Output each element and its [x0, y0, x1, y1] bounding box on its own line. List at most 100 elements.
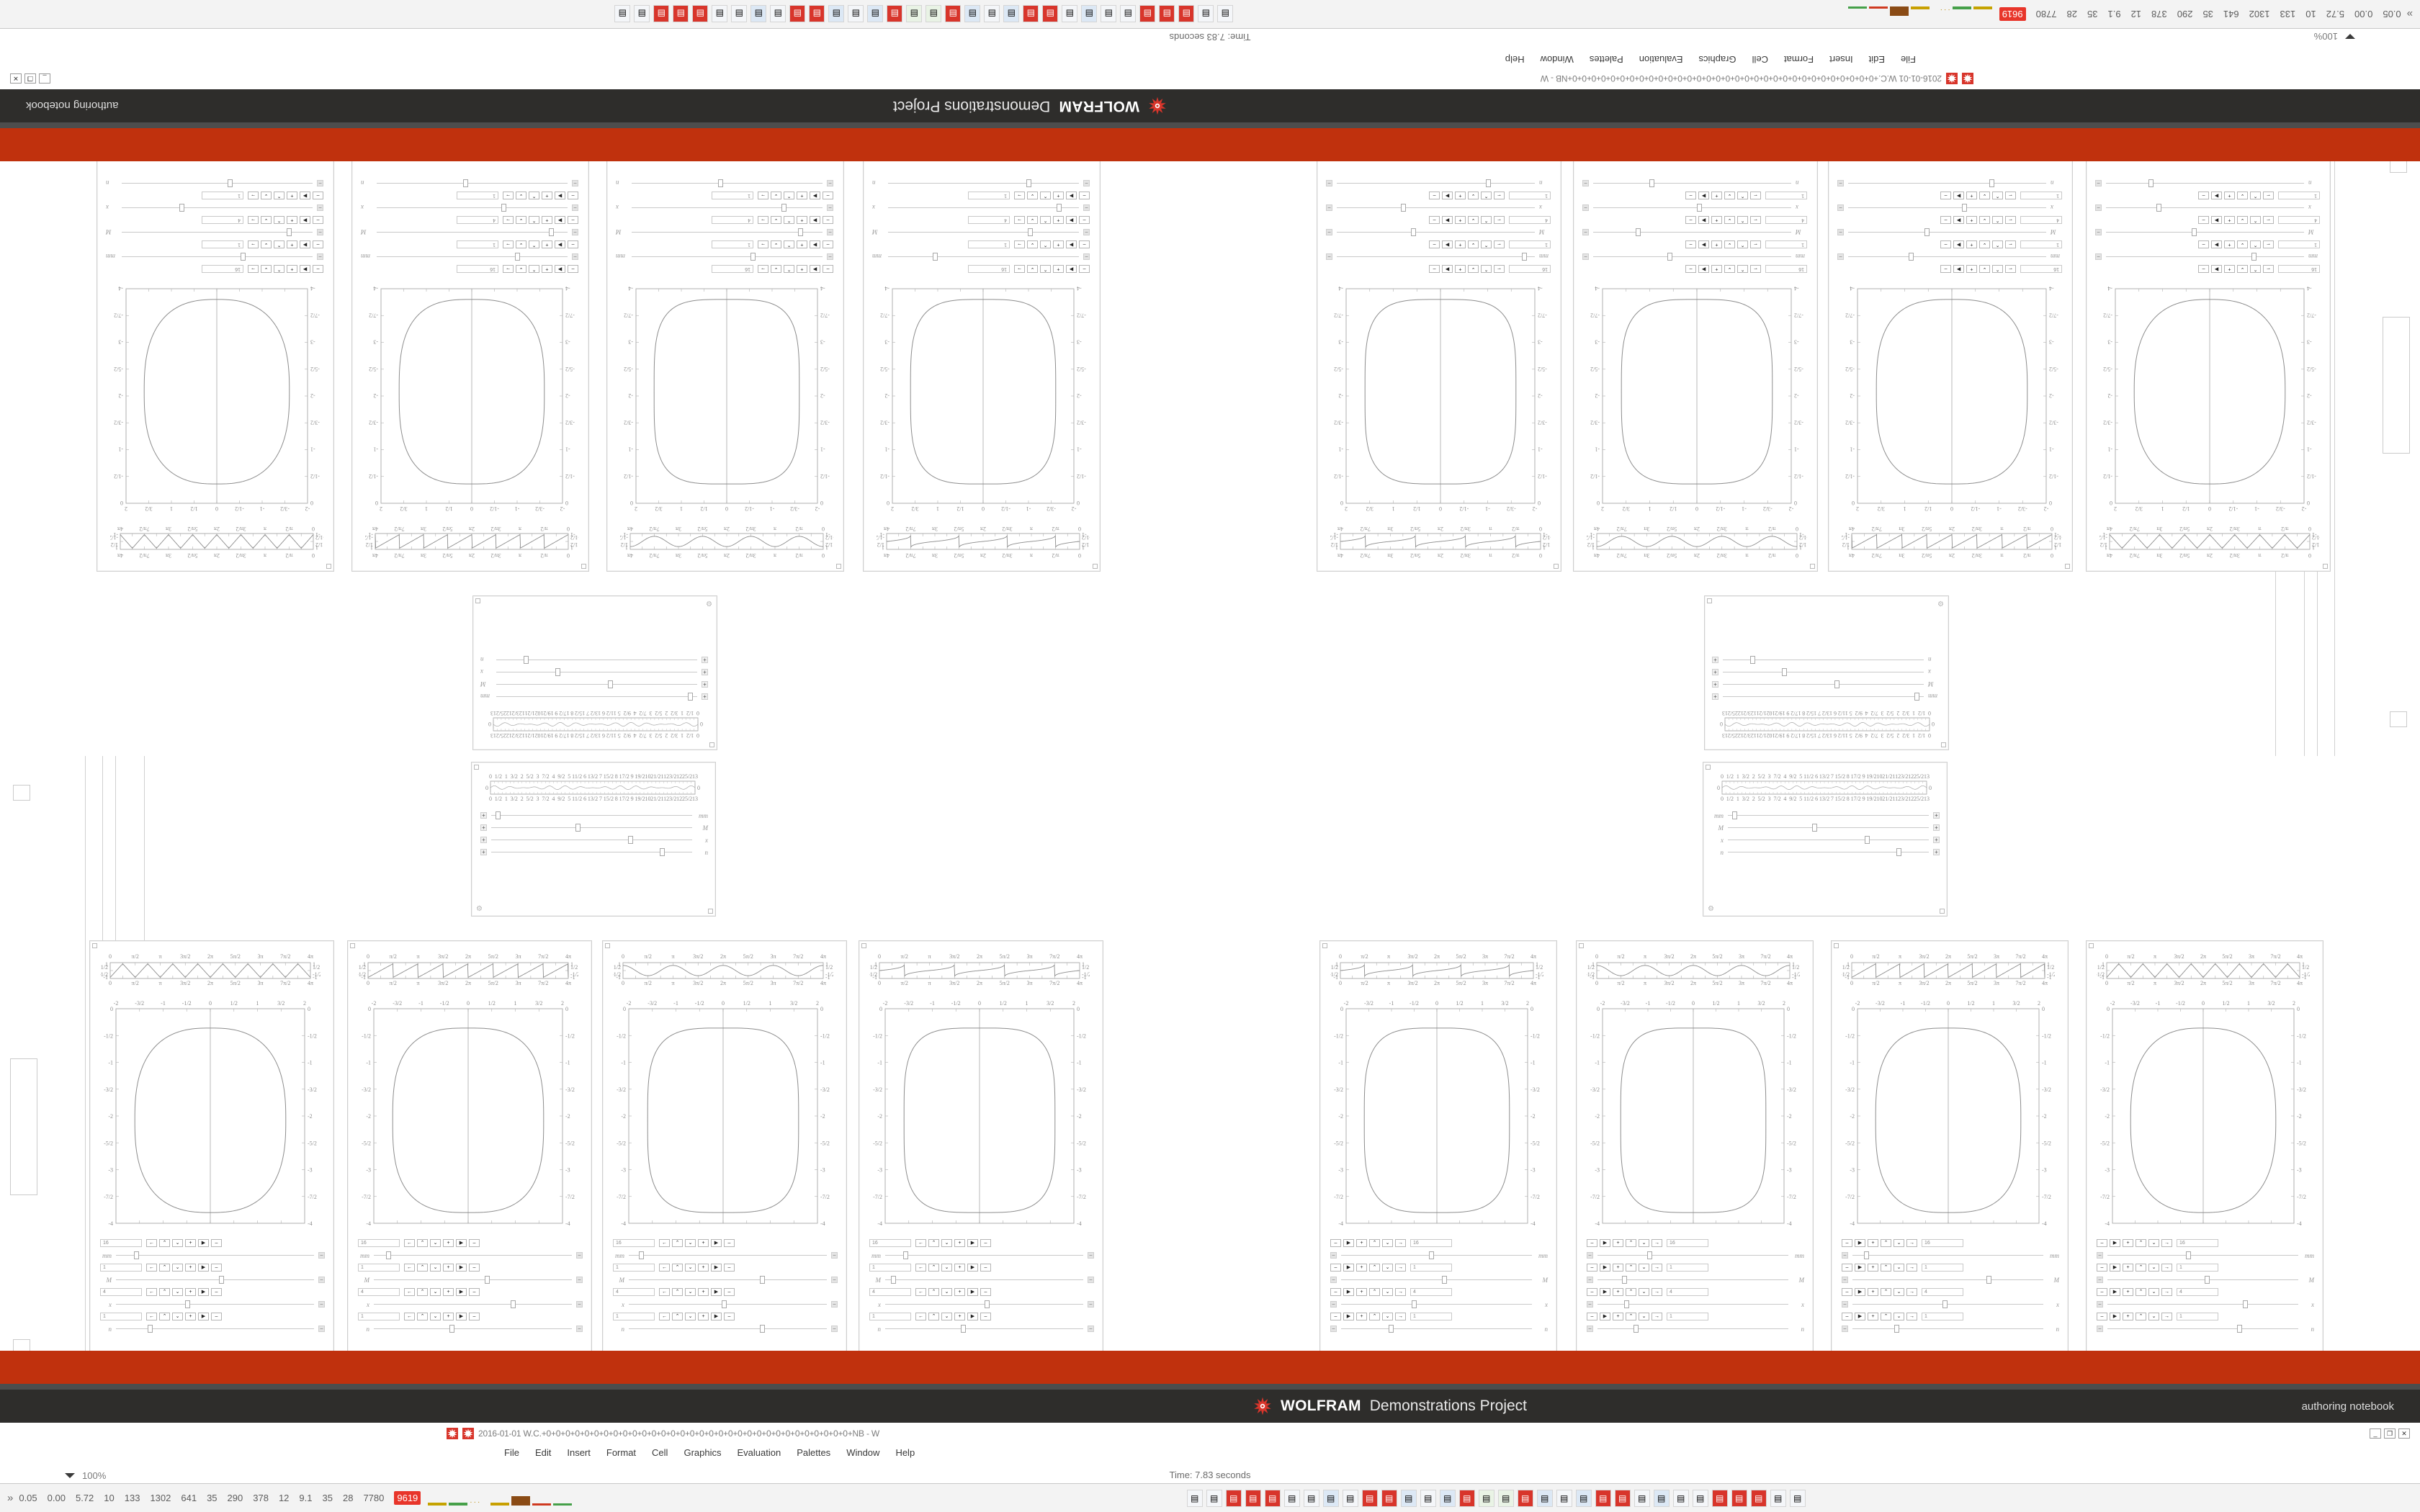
plus-icon[interactable]: +	[2123, 1239, 2133, 1247]
slider-collapse-toggle[interactable]: –	[317, 253, 323, 260]
control-value-field[interactable]: 16	[1410, 1239, 1452, 1247]
expand-control-icon[interactable]: +	[1933, 824, 1940, 831]
panel-handle-br[interactable]	[708, 909, 713, 914]
minus-icon[interactable]: –	[1940, 240, 1951, 248]
control-slider[interactable]	[1848, 204, 2046, 212]
scroll-up-button[interactable]	[2390, 711, 2407, 727]
chevrons-up-icon[interactable]: ⌃	[1992, 216, 2003, 224]
chevrons-down-icon[interactable]: ⌄	[516, 265, 526, 273]
play-icon[interactable]: ▶	[1698, 265, 1709, 273]
chevrons-up-icon[interactable]: ⌃	[1481, 265, 1492, 273]
control-slider[interactable]	[888, 253, 1079, 261]
control-slider[interactable]	[632, 179, 823, 187]
chevrons-up-icon[interactable]: ⌃	[1737, 216, 1748, 224]
slider-knob[interactable]	[639, 1251, 644, 1259]
slider-collapse-toggle[interactable]: –	[572, 180, 578, 186]
chevrons-down-icon[interactable]: ⌄	[172, 1264, 183, 1272]
control-value-field[interactable]: 1	[457, 192, 498, 199]
minus-icon[interactable]: –	[1940, 265, 1951, 273]
plus-icon[interactable]: +	[1356, 1313, 1367, 1320]
control-slider[interactable]	[1597, 1251, 1788, 1259]
slider-knob[interactable]	[1942, 1300, 1948, 1308]
slider-knob[interactable]	[718, 179, 723, 187]
chevrons-down-icon[interactable]: ⌄	[1468, 240, 1479, 248]
plus-icon[interactable]: +	[185, 1288, 196, 1296]
plus-icon[interactable]: +	[443, 1264, 454, 1272]
slider-collapse-toggle[interactable]: –	[1326, 180, 1332, 186]
notebook-icon[interactable]: ▤	[614, 6, 630, 23]
slider-collapse-toggle[interactable]: –	[1083, 204, 1090, 211]
minus-icon[interactable]: –	[2097, 1288, 2107, 1296]
chevrons-down-icon[interactable]: ⌄	[771, 240, 781, 248]
slider-collapse-toggle[interactable]: –	[827, 229, 833, 235]
slider-knob[interactable]	[1647, 1251, 1652, 1259]
minus-icon[interactable]: –	[469, 1288, 480, 1296]
arrow-right-icon[interactable]: →	[2161, 1264, 2172, 1272]
menu-item-file[interactable]: File	[504, 1447, 519, 1458]
chevrons-up-icon[interactable]: ⌃	[1992, 192, 2003, 199]
control-value-field[interactable]: 16	[968, 265, 1010, 273]
chevrons-down-icon[interactable]: ⌄	[685, 1288, 696, 1296]
arrow-right-icon[interactable]: →	[1014, 192, 1025, 199]
chevrons-down-icon[interactable]: ⌄	[1724, 265, 1735, 273]
control-slider[interactable]	[629, 1300, 827, 1308]
slider-collapse-toggle[interactable]: –	[576, 1277, 583, 1283]
arrow-right-icon[interactable]: →	[1906, 1313, 1917, 1320]
chevrons-down-icon[interactable]: ⌄	[941, 1239, 952, 1247]
arrow-left-icon[interactable]: ←	[1494, 240, 1505, 248]
chevrons-up-icon[interactable]: ⌃	[2250, 216, 2261, 224]
slider-knob[interactable]	[219, 1276, 224, 1284]
chevrons-down-icon[interactable]: ⌄	[1979, 265, 1990, 273]
plus-icon[interactable]: +	[287, 240, 297, 248]
restore-button[interactable]: ❐	[24, 73, 36, 84]
plus-icon[interactable]: +	[797, 192, 807, 199]
slider-collapse-toggle[interactable]: –	[318, 1252, 325, 1259]
notebook-faded-icon[interactable]: ▤	[1198, 6, 1214, 23]
plus-icon[interactable]: +	[1455, 265, 1466, 273]
arrow-right-icon[interactable]: →	[758, 192, 768, 199]
panel-handle-tl[interactable]	[709, 742, 714, 747]
minus-icon[interactable]: –	[1587, 1313, 1597, 1320]
minus-icon[interactable]: –	[724, 1288, 735, 1296]
plus-icon[interactable]: +	[1711, 265, 1722, 273]
minus-icon[interactable]: –	[313, 265, 323, 273]
plus-icon[interactable]: +	[698, 1239, 709, 1247]
chevrons-down-icon[interactable]: ⌄	[771, 216, 781, 224]
slider-collapse-toggle[interactable]: –	[1582, 204, 1589, 211]
arrow-right-icon[interactable]: →	[758, 216, 768, 224]
chevrons-down-icon[interactable]: ⌄	[2237, 192, 2248, 199]
floppy-icon[interactable]: ▤	[867, 6, 883, 23]
slider-collapse-toggle[interactable]: –	[831, 1277, 838, 1283]
play-icon[interactable]: ▶	[1698, 240, 1709, 248]
close-button[interactable]: ✕	[2398, 1428, 2410, 1439]
play-icon[interactable]: ▶	[2211, 240, 2222, 248]
expand-control-icon[interactable]: +	[480, 837, 487, 843]
control-value-field[interactable]: 4	[869, 1288, 911, 1296]
control-value-field[interactable]: 1	[1922, 1264, 1963, 1272]
slider-knob[interactable]	[2205, 1276, 2210, 1284]
control-value-field[interactable]: 16	[1765, 265, 1807, 273]
document-icon[interactable]: ▤	[1120, 6, 1136, 23]
control-slider[interactable]	[1723, 693, 1924, 701]
control-slider[interactable]	[122, 253, 313, 261]
arrow-right-icon[interactable]: →	[1395, 1239, 1406, 1247]
play-icon[interactable]: ▶	[1343, 1264, 1354, 1272]
slider-knob[interactable]	[1962, 204, 1967, 212]
slider-collapse-toggle[interactable]: –	[1330, 1301, 1337, 1308]
chevrons-up-icon[interactable]: ⌃	[672, 1313, 683, 1320]
slider-knob[interactable]	[1896, 848, 1901, 856]
slider-collapse-toggle[interactable]: –	[576, 1301, 583, 1308]
control-slider[interactable]	[888, 204, 1079, 212]
slider-knob[interactable]	[1865, 836, 1870, 844]
panel-handle-tl[interactable]	[2323, 564, 2328, 569]
control-value-field[interactable]: 4	[1765, 216, 1807, 224]
slider-knob[interactable]	[287, 228, 292, 236]
notebook-icon[interactable]: ▤	[1790, 1490, 1806, 1507]
expand-control-icon[interactable]: +	[1712, 669, 1718, 675]
control-slider[interactable]	[1593, 253, 1791, 261]
control-value-field[interactable]: 4	[2020, 216, 2062, 224]
slider-collapse-toggle[interactable]: –	[1088, 1277, 1094, 1283]
play-icon[interactable]: ▶	[1343, 1288, 1354, 1296]
control-slider[interactable]	[2107, 1251, 2298, 1259]
plus-icon[interactable]: +	[542, 192, 552, 199]
